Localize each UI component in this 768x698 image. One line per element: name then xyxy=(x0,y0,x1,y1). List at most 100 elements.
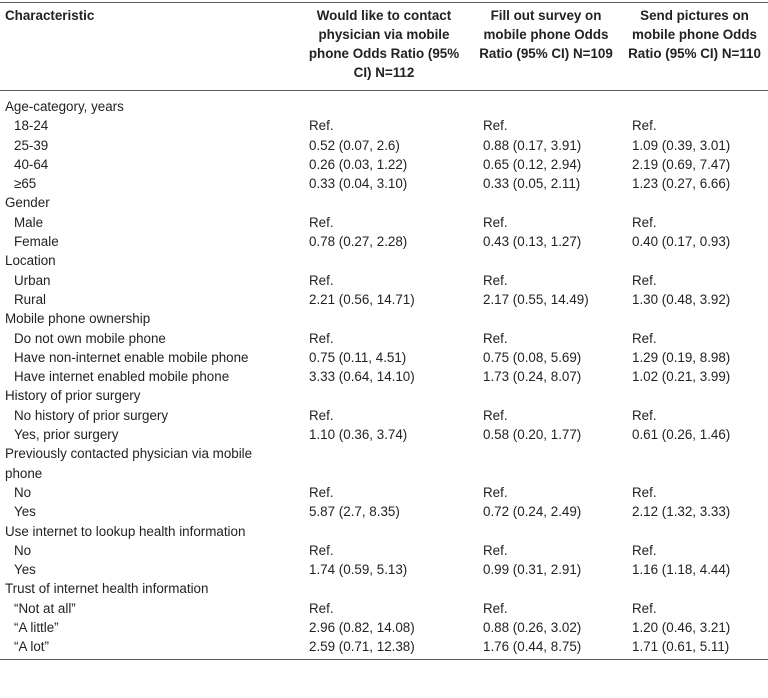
table-row: 40-64 0.26 (0.03, 1.22) 0.65 (0.12, 2.94) 2… xyxy=(0,155,768,174)
fill-out-survey-value xyxy=(471,309,621,328)
contact-physician-value: 2.96 (0.82, 14.08) xyxy=(309,620,415,636)
characteristic-label: No xyxy=(14,542,32,558)
characteristic-label: Do not own mobile phone xyxy=(14,330,166,346)
fill-out-survey-value: Ref. xyxy=(483,600,508,616)
contact-physician-value: 2.59 (0.71, 12.38) xyxy=(297,637,471,660)
fill-out-survey-value: Ref. xyxy=(483,330,508,346)
send-pictures-value xyxy=(621,309,768,328)
fill-out-survey-value: 0.58 (0.20, 1.77) xyxy=(483,427,582,443)
fill-out-survey-value: 0.99 (0.31, 2.91) xyxy=(483,562,582,578)
characteristic-label: Yes xyxy=(14,562,36,578)
category-row: Trust of internet health information xyxy=(0,579,768,598)
characteristic-label: No xyxy=(14,484,32,500)
category-row: History of prior surgery xyxy=(0,386,768,405)
contact-physician-value: 0.33 (0.04, 3.10) xyxy=(309,176,408,192)
contact-physician-value: Ref. xyxy=(309,272,334,288)
send-pictures-value xyxy=(621,251,768,270)
characteristic-label: Male xyxy=(14,214,44,230)
table-row: 25-39 0.52 (0.07, 2.6) 0.88 (0.17, 3.91) 1.… xyxy=(0,136,768,155)
contact-physician-value: Ref. xyxy=(309,214,334,230)
table-row: No Ref. Ref. Ref. xyxy=(0,541,768,560)
fill-out-survey-value xyxy=(471,91,621,117)
send-pictures-value: 2.12 (1.32, 3.33) xyxy=(632,504,731,520)
fill-out-survey-value: Ref. xyxy=(483,272,508,288)
table-row: Male Ref. Ref. Ref. xyxy=(0,213,768,232)
send-pictures-value: 1.20 (0.46, 3.21) xyxy=(632,620,731,636)
table-row: ≥65 0.33 (0.04, 3.10) 0.33 (0.05, 2.11) 1.2… xyxy=(0,174,768,193)
fill-out-survey-value xyxy=(471,522,621,541)
send-pictures-value: Ref. xyxy=(632,214,657,230)
odds-ratio-table: Characteristic Would like to contact phy… xyxy=(0,2,768,660)
table-row: No Ref. Ref. Ref. xyxy=(0,483,768,502)
send-pictures-value: 2.19 (0.69, 7.47) xyxy=(632,156,731,172)
send-pictures-value: 1.29 (0.19, 8.98) xyxy=(632,349,731,365)
contact-physician-value xyxy=(297,309,471,328)
characteristic-label: Urban xyxy=(14,272,51,288)
characteristic-label: 40-64 xyxy=(14,156,49,172)
table-header: Characteristic Would like to contact phy… xyxy=(0,2,768,91)
fill-out-survey-value: 1.76 (0.44, 8.75) xyxy=(471,637,621,660)
send-pictures-value xyxy=(621,522,768,541)
contact-physician-value: 2.21 (0.56, 14.71) xyxy=(309,291,415,307)
send-pictures-value: Ref. xyxy=(632,484,657,500)
contact-physician-value: Ref. xyxy=(309,542,334,558)
contact-physician-value: Ref. xyxy=(309,407,334,423)
send-pictures-value xyxy=(621,193,768,212)
fill-out-survey-value xyxy=(471,579,621,598)
contact-physician-value: 0.26 (0.03, 1.22) xyxy=(309,156,408,172)
fill-out-survey-value: 0.43 (0.13, 1.27) xyxy=(483,234,582,250)
send-pictures-value xyxy=(621,579,768,598)
contact-physician-value: 3.33 (0.64, 14.10) xyxy=(309,369,415,385)
characteristic-label: Yes, prior surgery xyxy=(14,427,119,443)
category-label: Previously contacted physician via mobil… xyxy=(5,446,253,481)
send-pictures-value: Ref. xyxy=(632,542,657,558)
table-row: Yes, prior surgery 1.10 (0.36, 3.74) 0.58 … xyxy=(0,425,768,444)
contact-physician-value xyxy=(297,193,471,212)
contact-physician-value: 1.74 (0.59, 5.13) xyxy=(309,562,408,578)
characteristic-label: “A little” xyxy=(14,620,59,636)
header-contact-physician: Would like to contact physician via mobi… xyxy=(297,2,471,91)
category-label: History of prior surgery xyxy=(5,388,141,404)
category-row: Location xyxy=(0,251,768,270)
characteristic-label: Rural xyxy=(14,291,46,307)
send-pictures-value: 0.40 (0.17, 0.93) xyxy=(632,234,731,250)
characteristic-label: “A lot” xyxy=(0,637,297,660)
characteristic-label: ≥65 xyxy=(14,176,37,192)
send-pictures-value: 1.09 (0.39, 3.01) xyxy=(632,137,731,153)
category-label: Use internet to lookup health informatio… xyxy=(5,523,246,539)
send-pictures-value: 1.30 (0.48, 3.92) xyxy=(632,291,731,307)
send-pictures-value: 1.23 (0.27, 6.66) xyxy=(632,176,731,192)
table-row: Have internet enabled mobile phone 3.33 (… xyxy=(0,367,768,386)
fill-out-survey-value xyxy=(471,444,621,483)
characteristic-label: 18-24 xyxy=(14,118,49,134)
contact-physician-value: 5.87 (2.7, 8.35) xyxy=(309,504,400,520)
fill-out-survey-value: 0.72 (0.24, 2.49) xyxy=(483,504,582,520)
fill-out-survey-value: Ref. xyxy=(483,407,508,423)
fill-out-survey-value: Ref. xyxy=(483,542,508,558)
send-pictures-value xyxy=(621,91,768,117)
fill-out-survey-value: 0.75 (0.08, 5.69) xyxy=(483,349,582,365)
table-row: “A lot” 2.59 (0.71, 12.38) 1.76 (0.44, 8.7… xyxy=(0,637,768,660)
fill-out-survey-value xyxy=(471,386,621,405)
category-label: Trust of internet health information xyxy=(5,581,209,597)
characteristic-label: “Not at all” xyxy=(14,600,76,616)
header-fill-out-survey: Fill out survey on mobile phone Odds Rat… xyxy=(471,2,621,91)
characteristic-label: Yes xyxy=(14,504,36,520)
fill-out-survey-value: 0.88 (0.26, 3.02) xyxy=(483,620,582,636)
fill-out-survey-value: 0.33 (0.05, 2.11) xyxy=(483,176,581,192)
table-row: 18-24 Ref. Ref. Ref. xyxy=(0,116,768,135)
send-pictures-value: 1.71 (0.61, 5.11) xyxy=(621,637,768,660)
send-pictures-value: Ref. xyxy=(632,330,657,346)
contact-physician-value xyxy=(297,386,471,405)
table-row: Yes 5.87 (2.7, 8.35) 0.72 (0.24, 2.49) 2.12… xyxy=(0,502,768,521)
send-pictures-value: Ref. xyxy=(632,600,657,616)
contact-physician-value xyxy=(297,91,471,117)
fill-out-survey-value: 1.73 (0.24, 8.07) xyxy=(483,369,582,385)
send-pictures-value: 1.16 (1.18, 4.44) xyxy=(632,562,731,578)
send-pictures-value: 0.61 (0.26, 1.46) xyxy=(632,427,731,443)
table-row: Female 0.78 (0.27, 2.28) 0.43 (0.13, 1.27)… xyxy=(0,232,768,251)
contact-physician-value: Ref. xyxy=(309,330,334,346)
send-pictures-value: Ref. xyxy=(632,118,657,134)
contact-physician-value xyxy=(297,579,471,598)
